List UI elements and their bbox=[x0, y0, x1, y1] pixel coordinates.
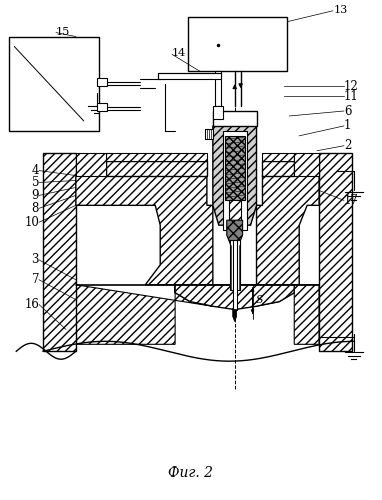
Text: 15: 15 bbox=[56, 26, 70, 36]
Bar bbox=[230, 240, 240, 290]
Text: 6: 6 bbox=[344, 104, 351, 118]
Text: 10: 10 bbox=[24, 216, 39, 228]
Polygon shape bbox=[257, 176, 319, 284]
Polygon shape bbox=[175, 284, 294, 310]
Bar bbox=[106, 152, 207, 160]
Text: 1: 1 bbox=[344, 120, 351, 132]
Polygon shape bbox=[76, 176, 213, 284]
Text: 17: 17 bbox=[344, 194, 359, 207]
Bar bbox=[213, 106, 223, 119]
Text: 5: 5 bbox=[32, 176, 39, 189]
Text: 11: 11 bbox=[344, 90, 359, 102]
Polygon shape bbox=[213, 126, 257, 225]
Polygon shape bbox=[225, 136, 244, 200]
Polygon shape bbox=[106, 160, 207, 176]
Polygon shape bbox=[227, 220, 243, 245]
Bar bbox=[158, 74, 221, 80]
Bar bbox=[319, 152, 352, 352]
Text: 16: 16 bbox=[24, 298, 39, 311]
Text: 14: 14 bbox=[172, 48, 186, 58]
Text: 12: 12 bbox=[344, 80, 359, 92]
Bar bbox=[188, 16, 287, 72]
Bar bbox=[215, 72, 221, 106]
Text: 8: 8 bbox=[32, 202, 39, 215]
Polygon shape bbox=[233, 310, 237, 322]
Text: 2: 2 bbox=[344, 140, 351, 152]
Polygon shape bbox=[294, 152, 319, 176]
Bar bbox=[97, 78, 107, 86]
Polygon shape bbox=[254, 284, 319, 344]
Polygon shape bbox=[76, 284, 215, 344]
Polygon shape bbox=[76, 152, 106, 176]
Polygon shape bbox=[229, 200, 241, 235]
Text: 3: 3 bbox=[32, 254, 39, 266]
Text: Фиг. 2: Фиг. 2 bbox=[168, 466, 214, 480]
Bar bbox=[233, 240, 237, 310]
Polygon shape bbox=[205, 129, 213, 139]
Polygon shape bbox=[223, 131, 247, 230]
Text: S: S bbox=[256, 294, 263, 304]
Bar bbox=[97, 103, 107, 111]
Bar bbox=[43, 152, 76, 352]
Polygon shape bbox=[262, 160, 294, 176]
Bar bbox=[213, 111, 257, 126]
Bar bbox=[262, 152, 294, 160]
Text: 7: 7 bbox=[32, 274, 39, 286]
Text: 9: 9 bbox=[32, 189, 39, 202]
Bar bbox=[9, 36, 99, 131]
Text: 13: 13 bbox=[334, 5, 348, 15]
Text: 4: 4 bbox=[32, 164, 39, 177]
